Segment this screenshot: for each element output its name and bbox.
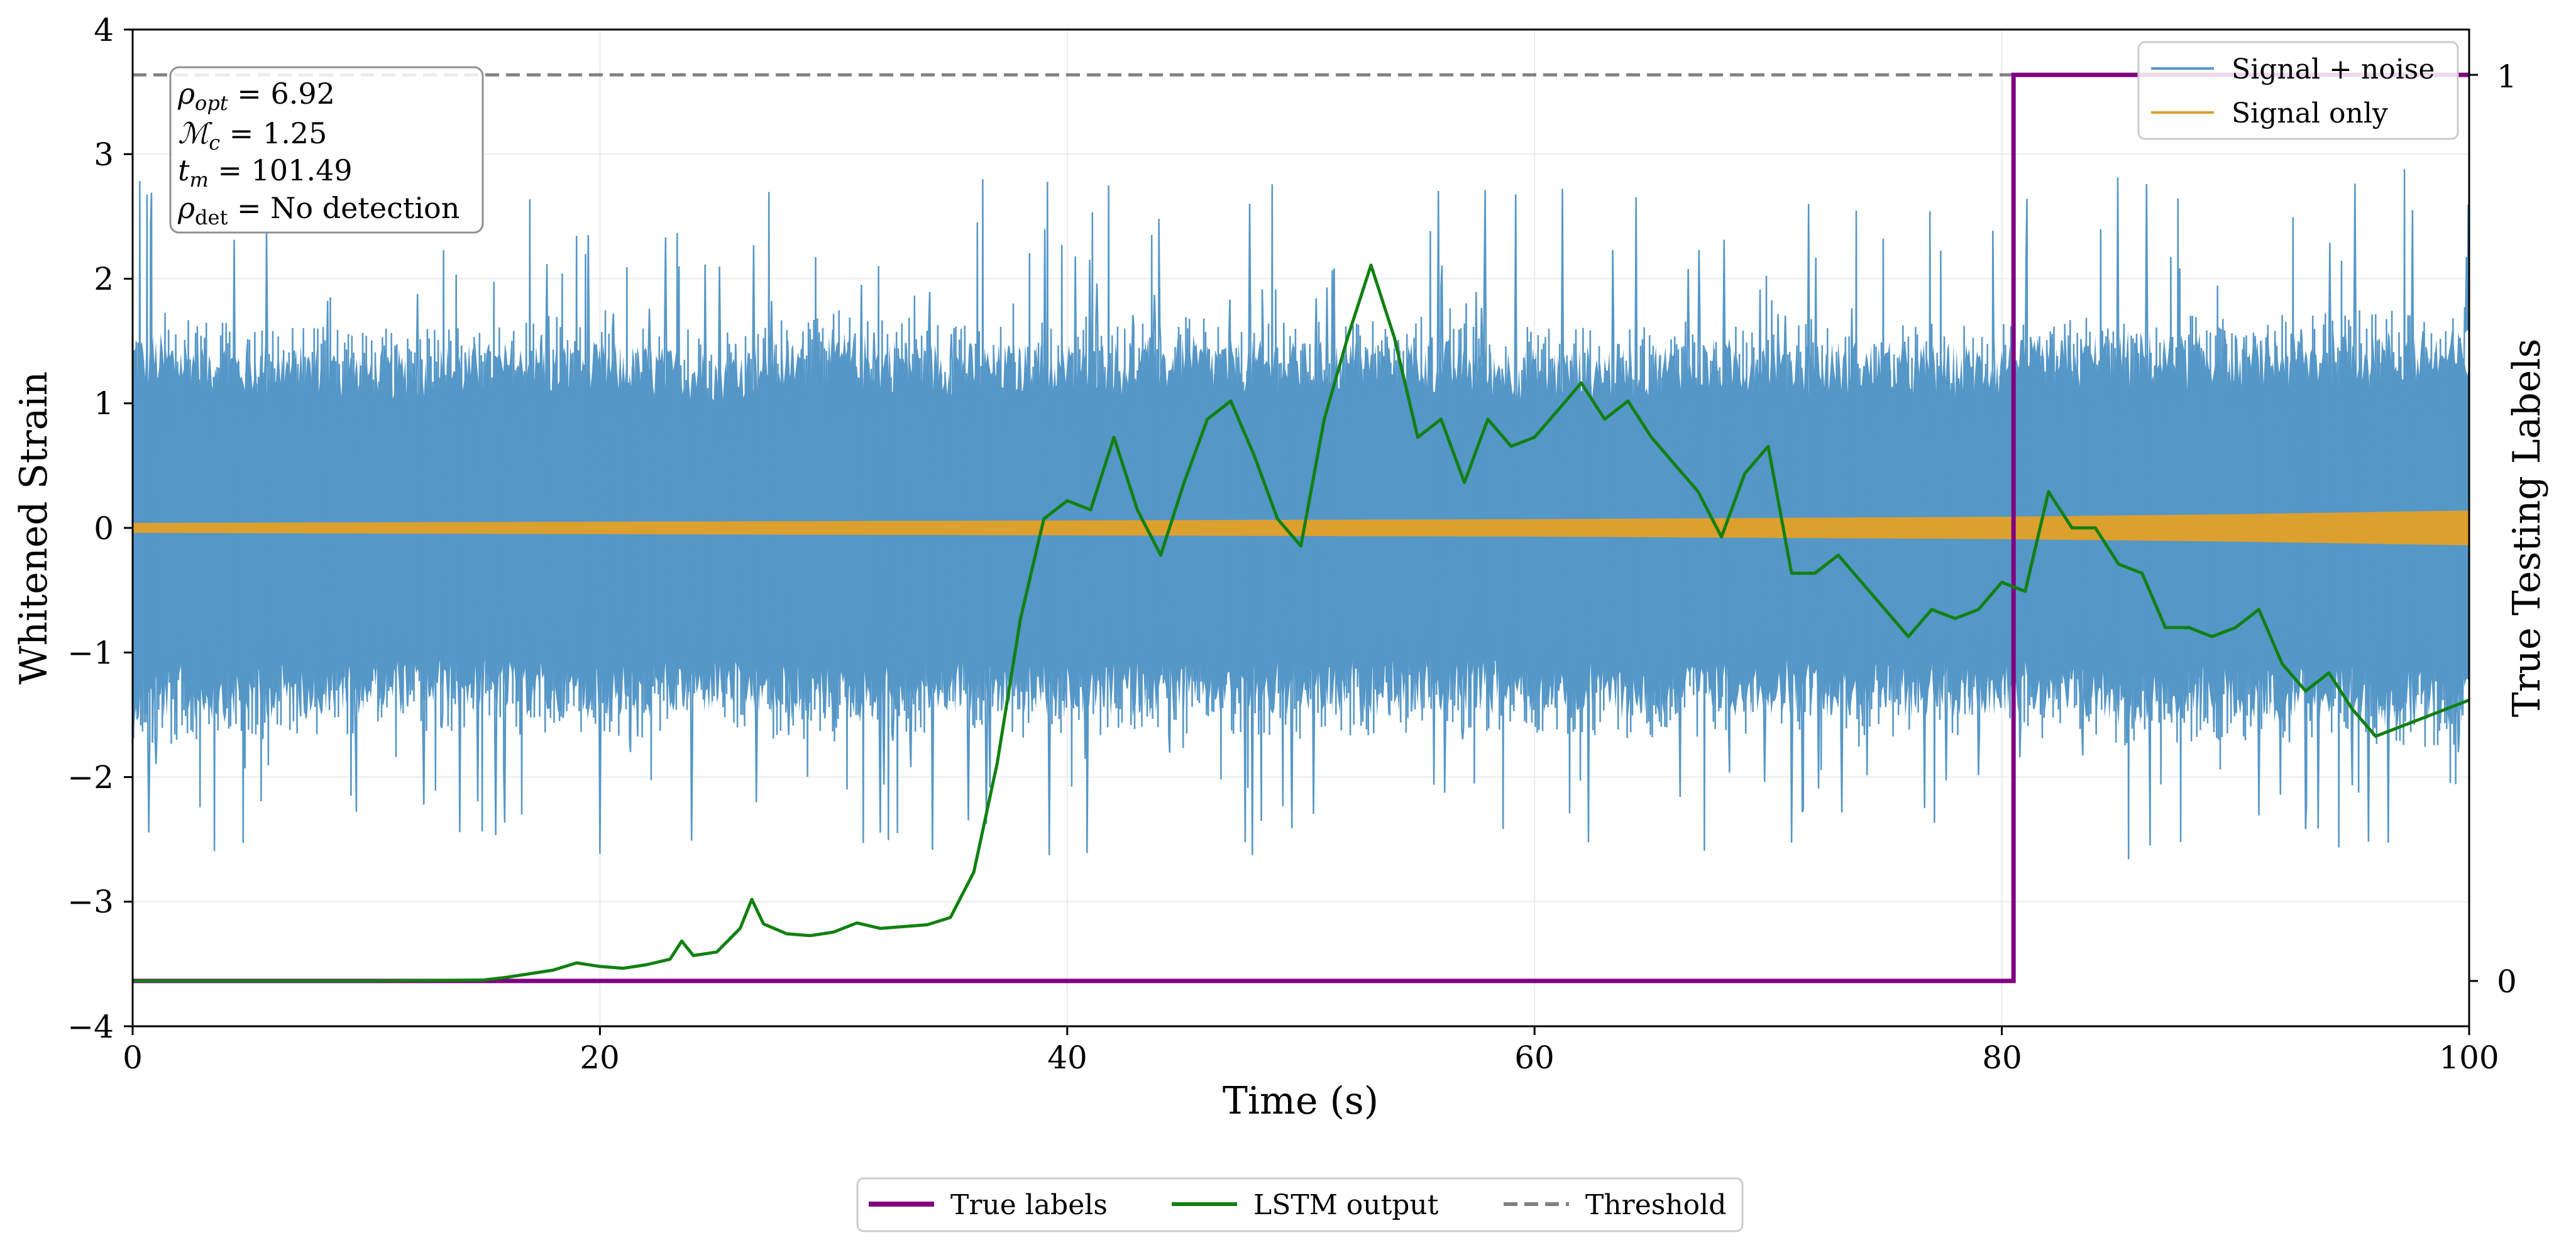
info-merger-time: tm = 101.49 xyxy=(178,153,353,192)
legend-bottom: True labels LSTM output Threshold xyxy=(856,1177,1744,1232)
x-tick-label: 0 xyxy=(123,1039,143,1076)
y-tick-label: −2 xyxy=(67,759,114,796)
x-tick-label: 60 xyxy=(1514,1039,1555,1076)
x-tick-label: 100 xyxy=(2439,1039,2499,1076)
x-axis-label: Time (s) xyxy=(1223,1079,1379,1123)
info-rho-opt: ρopt = 6.92 xyxy=(177,77,335,115)
series-lstm-output xyxy=(133,263,2469,983)
series-signal-only xyxy=(133,510,2469,546)
legend-bottom-frame xyxy=(856,1177,1744,1232)
info-merger-time-value: 101.49 xyxy=(251,153,353,187)
legend-label-lstm: LSTM output xyxy=(1253,1189,1439,1221)
info-rho-det-value: No detection xyxy=(270,191,460,225)
x-tick-label: 40 xyxy=(1047,1039,1087,1076)
info-rho-opt-value: 6.92 xyxy=(270,77,334,111)
y-tick-label: 0 xyxy=(94,510,114,547)
info-chirp-mass-value: 1.25 xyxy=(263,116,327,150)
plot-area xyxy=(133,72,2469,984)
info-rho-det: ρdet = No detection xyxy=(177,191,460,229)
legend-label-threshold: Threshold xyxy=(1585,1189,1726,1221)
legend-top-frame xyxy=(2137,41,2459,140)
y-tick-label: −1 xyxy=(67,635,114,671)
legend-top: Signal + noise Signal only xyxy=(2137,41,2459,140)
legend-label-signal-only: Signal only xyxy=(2232,97,2388,129)
legend-label-signal-noise: Signal + noise xyxy=(2232,53,2435,85)
y-tick-label: 1 xyxy=(94,385,114,422)
y-axis-label: Whitened Strain xyxy=(12,371,56,684)
x-tick-label: 80 xyxy=(1982,1039,2022,1076)
series-signal-noise-spikes xyxy=(133,169,2469,860)
y-tick-label: −4 xyxy=(67,1009,114,1045)
y-tick-label: 4 xyxy=(94,12,114,48)
legend-label-true-labels: True labels xyxy=(950,1189,1108,1221)
y2-tick-label: 1 xyxy=(2497,58,2517,95)
info-chirp-mass: ℳc = 1.25 xyxy=(178,116,327,155)
y2-tick-labels: 1 0 xyxy=(2497,58,2517,1000)
y-tick-label: −3 xyxy=(67,884,114,920)
y-tick-labels: 4 3 2 1 0 −1 −2 −3 −4 xyxy=(67,12,114,1045)
ticks xyxy=(124,28,2478,1035)
x-tick-labels: 0 20 40 60 80 100 xyxy=(123,1039,2499,1076)
y-tick-label: 2 xyxy=(94,261,114,297)
y2-axis-label: True Testing Labels xyxy=(2505,339,2549,718)
info-box-frame xyxy=(169,66,484,234)
y-tick-label: 3 xyxy=(94,136,114,173)
info-box: ρopt = 6.92 ℳc = 1.25 tm = 101.49 ρdet =… xyxy=(169,66,484,234)
x-tick-label: 20 xyxy=(580,1039,620,1076)
y2-tick-label: 0 xyxy=(2497,963,2517,1000)
